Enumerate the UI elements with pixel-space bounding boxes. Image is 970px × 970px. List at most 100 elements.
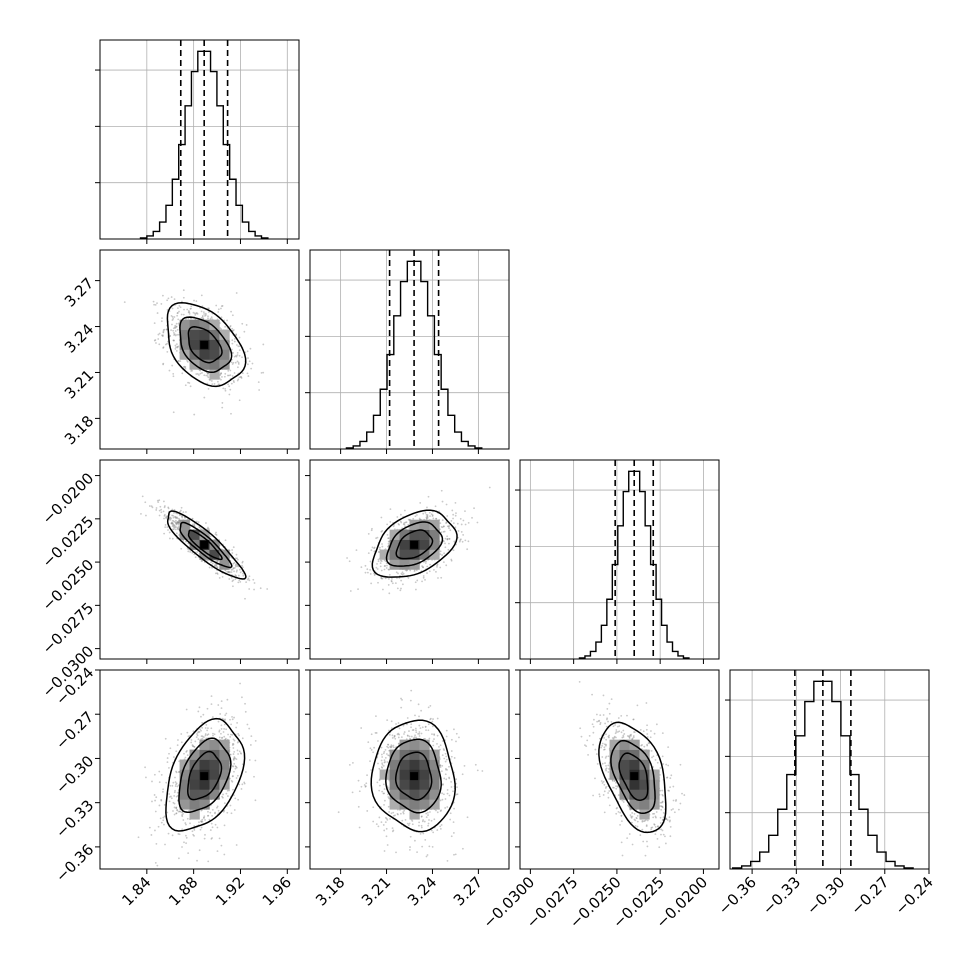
scatter-point [389, 818, 391, 820]
scatter-point [216, 572, 219, 575]
scatter-point [379, 562, 382, 565]
scatter-point [207, 307, 209, 310]
scatter-point [166, 811, 169, 814]
scatter-point [174, 521, 177, 524]
scatter-point [364, 564, 367, 567]
scatter-point [166, 757, 169, 759]
scatter-point [396, 813, 399, 815]
density-cell [419, 799, 430, 810]
scatter-point [137, 836, 140, 839]
scatter-point [420, 709, 423, 712]
scatter-point [399, 520, 402, 523]
scatter-point [193, 829, 196, 831]
scatter-point [239, 580, 242, 583]
scatter-point [433, 734, 436, 736]
scatter-point [403, 731, 406, 733]
density-cell [419, 539, 430, 550]
density-cell [199, 799, 210, 810]
scatter-point [224, 389, 227, 392]
scatter-point [241, 737, 244, 740]
scatter-point [155, 842, 158, 845]
scatter-point [195, 520, 198, 523]
scatter-point [155, 507, 158, 509]
scatter-point [645, 825, 648, 828]
scatter-point [452, 790, 454, 793]
scatter-point [166, 761, 169, 764]
scatter-point [410, 735, 413, 738]
scatter-point [180, 741, 183, 744]
scatter-point [464, 539, 467, 542]
scatter-point [421, 580, 423, 583]
scatter-point [178, 760, 181, 763]
scatter-point [173, 524, 175, 527]
scatter-point [230, 310, 232, 313]
scatter-point [402, 572, 405, 575]
density-cell [419, 749, 430, 760]
scatter-point [369, 560, 372, 563]
scatter-point [221, 736, 224, 739]
scatter-point [450, 558, 453, 561]
scatter-point [232, 546, 235, 549]
scatter-point [404, 818, 407, 821]
scatter-point [162, 330, 165, 333]
scatter-point [177, 345, 180, 348]
density-cell [219, 359, 230, 370]
scatter-point [208, 818, 211, 821]
scatter-point [425, 855, 428, 858]
scatter-point [207, 527, 210, 530]
scatter-point [246, 578, 249, 581]
density-cell [429, 789, 440, 800]
scatter-point [449, 818, 452, 821]
scatter-point [439, 522, 442, 525]
density-cell [429, 519, 440, 530]
scatter-point [422, 566, 424, 569]
density-cell [199, 349, 210, 360]
scatter-point [232, 747, 235, 749]
density-cell [409, 519, 420, 530]
scatter-point [202, 713, 205, 716]
density-cell [429, 769, 440, 780]
density-cell [209, 349, 220, 360]
scatter-point [213, 382, 216, 385]
scatter-point [415, 731, 418, 734]
scatter-point [446, 806, 449, 808]
scatter-point [205, 737, 208, 740]
density-cell [409, 759, 420, 770]
scatter-point [171, 523, 174, 526]
scatter-point [185, 511, 187, 513]
scatter-point [373, 546, 376, 549]
scatter-point [456, 786, 458, 789]
density-cell [189, 329, 200, 340]
scatter-point [175, 771, 178, 774]
density-cell [219, 759, 230, 770]
scatter-point [434, 505, 437, 508]
scatter-point [206, 559, 208, 562]
scatter-point [172, 339, 175, 342]
scatter-point [162, 331, 165, 334]
scatter-point [153, 339, 156, 342]
scatter-point [140, 513, 142, 515]
density-cell [389, 779, 400, 790]
scatter-point [170, 296, 173, 298]
scatter-point [237, 753, 239, 755]
scatter-point [443, 552, 446, 555]
scatter-point [633, 818, 636, 821]
scatter-point [210, 316, 213, 319]
scatter-point [204, 727, 207, 729]
scatter-point [192, 311, 195, 314]
contour-1sigma [179, 316, 233, 374]
scatter-point [180, 515, 183, 518]
scatter-point [606, 717, 609, 720]
scatter-point [238, 750, 241, 753]
scatter-point [401, 698, 403, 701]
scatter-point [172, 372, 175, 375]
scatter-point [150, 834, 153, 836]
scatter-point [231, 580, 234, 583]
scatter-point [424, 562, 427, 564]
scatter-point [251, 362, 254, 365]
scatter-point [183, 841, 185, 844]
scatter-point [381, 763, 384, 766]
scatter-point [382, 783, 385, 786]
scatter-point [384, 816, 387, 819]
scatter-point [177, 810, 180, 813]
